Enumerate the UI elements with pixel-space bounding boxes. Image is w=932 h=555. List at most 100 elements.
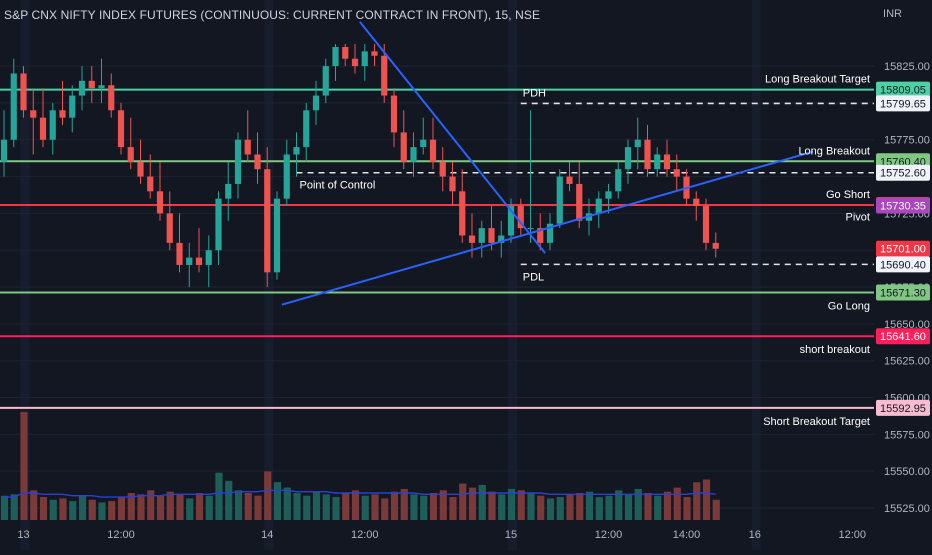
candle-body (20, 73, 27, 111)
volume-bar (69, 501, 77, 520)
currency-label[interactable]: INR (883, 8, 902, 20)
candle (605, 183, 612, 214)
candle (527, 110, 534, 243)
level-label: short breakout (800, 344, 870, 356)
candle (429, 117, 437, 170)
price-tick-label: 15825.00 (884, 61, 930, 73)
volume-bar (49, 499, 57, 520)
candle-body (254, 154, 261, 170)
session-separator (264, 0, 274, 550)
level-label-pdl: PDL (523, 271, 544, 283)
time-tick-label: 15 (505, 529, 517, 541)
candle-body (205, 250, 212, 265)
level-labels: Long Breakout Target PDH Long Breakout Poin… (300, 74, 871, 428)
candle-body (468, 235, 476, 243)
price-badge: 15799.65 (876, 95, 930, 112)
price-badge-text: 15641.60 (880, 331, 926, 343)
candle (420, 117, 427, 155)
candle (108, 73, 115, 118)
candle (624, 139, 632, 184)
price-badge: 15730.35 (876, 197, 930, 214)
volume-bar (693, 482, 701, 520)
candle-body (117, 110, 125, 148)
candle-body (342, 46, 349, 59)
volume-bar (410, 494, 418, 520)
volume-bar (156, 495, 165, 520)
candle (0, 110, 8, 177)
volume-bar (0, 495, 9, 520)
price-badge-box (876, 164, 930, 181)
candle-body (537, 228, 544, 243)
volume-bar (98, 502, 106, 520)
candle (595, 191, 602, 229)
candle-body (0, 139, 8, 162)
trendline (359, 21, 546, 254)
candle-body (195, 257, 203, 265)
volume-bar (390, 491, 399, 520)
volume-bar (488, 491, 496, 520)
time-tick-label: 13 (17, 529, 29, 541)
volume-bar (595, 497, 603, 520)
price-badge-box (876, 95, 930, 112)
candle-body (283, 154, 290, 199)
candle (244, 110, 251, 162)
candle-body (488, 228, 495, 243)
candle-body (39, 117, 47, 140)
volume-bar (215, 472, 223, 520)
candle-body (576, 183, 583, 221)
volume-bar (332, 497, 340, 520)
volume-bar (78, 495, 87, 520)
candle (264, 147, 271, 288)
volume-bar (127, 493, 135, 520)
volume-bar (644, 493, 652, 520)
volume-bar (673, 487, 681, 520)
volume-bar (20, 412, 28, 520)
session-separator (20, 0, 30, 550)
volume-bar (176, 494, 184, 520)
volume-bar (683, 497, 691, 520)
candle (546, 213, 554, 251)
candle (137, 139, 144, 184)
candle-body (264, 169, 271, 273)
price-badge-text: 15809.05 (880, 85, 926, 97)
candle-body (273, 198, 281, 273)
candle (390, 88, 398, 148)
candle (498, 220, 505, 258)
candle (273, 191, 281, 280)
candle-body (615, 169, 622, 192)
candle-body (712, 242, 719, 249)
price-badge-text: 15730.35 (880, 201, 926, 213)
volume-bar (420, 495, 428, 520)
candle (49, 102, 56, 155)
candle-body (49, 110, 56, 140)
candle (10, 58, 17, 148)
volume-bar (59, 498, 67, 520)
volume-bar (624, 494, 633, 520)
level-label: Short Breakout Target (763, 416, 870, 428)
time-axis: 13 12:00 14 12:00 15 12:00 14:00 16 12:00 (17, 529, 866, 541)
volume-bar (10, 494, 18, 520)
volume-bar (108, 501, 116, 520)
price-tick-label: 15650.00 (884, 319, 930, 331)
price-badge: 15701.00 (876, 240, 930, 257)
level-label: Long Breakout (798, 145, 870, 157)
volume-bar (205, 495, 213, 520)
candle (117, 102, 125, 155)
candle (654, 147, 661, 177)
volume-bar (702, 479, 711, 520)
candle-body (137, 161, 144, 177)
candle-body (78, 80, 86, 96)
candle-body (371, 51, 378, 56)
volume-bar (30, 490, 38, 520)
candle (59, 80, 66, 126)
volume-bar (527, 493, 535, 520)
volume-bar (186, 498, 194, 520)
volume-bar (312, 491, 321, 520)
candle (488, 206, 495, 251)
candle (693, 191, 700, 221)
candle (712, 232, 719, 258)
candle (351, 44, 359, 74)
volume-bar (244, 493, 252, 520)
